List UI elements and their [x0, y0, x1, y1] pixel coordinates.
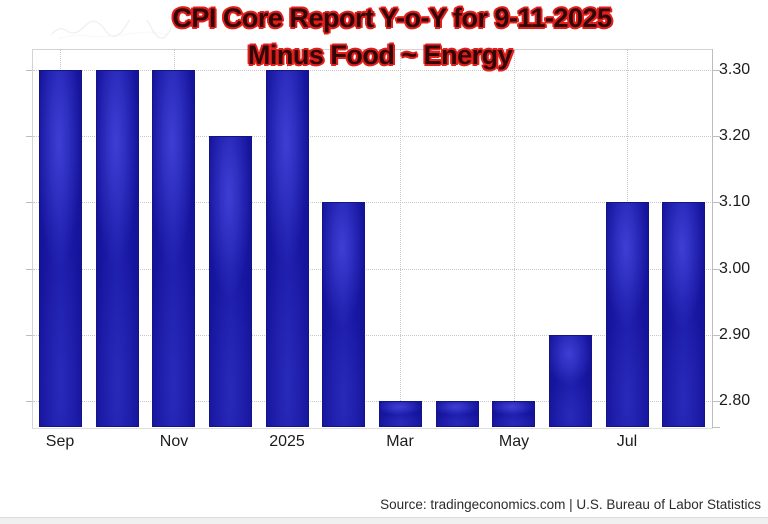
- x-axis-label: 2025: [269, 433, 305, 450]
- y-axis-tick-left: [26, 269, 32, 270]
- h-gridline: [33, 269, 711, 270]
- plot-area: [32, 49, 713, 429]
- h-gridline: [33, 70, 711, 71]
- y-axis-label: 3.10: [719, 193, 751, 210]
- y-axis-tick-right: [712, 401, 720, 402]
- bar: [549, 335, 592, 427]
- y-axis-line: [712, 49, 713, 428]
- y-axis-label: 3.20: [719, 127, 751, 144]
- y-axis-tick-left: [26, 401, 32, 402]
- bar: [322, 202, 365, 427]
- x-axis-label: Mar: [386, 433, 414, 450]
- y-axis-label: 2.80: [719, 392, 751, 409]
- y-axis-label: 3.30: [719, 61, 751, 78]
- y-axis-tick-left: [26, 335, 32, 336]
- y-axis-tick-left: [26, 136, 32, 137]
- v-gridline: [400, 49, 401, 427]
- bar: [662, 202, 705, 427]
- y-axis-tick-right: [712, 70, 720, 71]
- y-axis-tick-left: [26, 70, 32, 71]
- watermark-squiggle: [50, 20, 174, 40]
- x-axis-label: Sep: [45, 433, 75, 450]
- y-axis-tick-left: [26, 202, 32, 203]
- source-attribution: Source: tradingeconomics.com | U.S. Bure…: [380, 497, 761, 512]
- h-gridline: [33, 401, 711, 402]
- x-axis-label: May: [498, 433, 530, 450]
- x-axis-label: Nov: [159, 433, 189, 450]
- y-axis-tick-right: [712, 136, 720, 137]
- chart-title: CPI Core Report Y-o-Y for 9-11-2025: [172, 3, 612, 33]
- bar: [96, 70, 139, 427]
- bar: [606, 202, 649, 427]
- y-axis-label: 3.00: [719, 260, 751, 277]
- y-axis-tick-right: [712, 269, 720, 270]
- y-axis-tick-right: [712, 335, 720, 336]
- v-gridline: [514, 49, 515, 427]
- bar: [266, 70, 309, 427]
- bar: [39, 70, 82, 427]
- h-gridline: [33, 136, 711, 137]
- footer-strip: [0, 517, 768, 524]
- h-gridline: [33, 335, 711, 336]
- bar: [436, 401, 479, 427]
- chart-subtitle: Minus Food ~ Energy: [247, 40, 513, 70]
- x-axis-label: Jul: [616, 433, 638, 450]
- h-gridline: [33, 202, 711, 203]
- bar: [379, 401, 422, 427]
- y-axis-tick-right: [712, 202, 720, 203]
- y-axis-tick-right: [712, 427, 720, 428]
- bar: [152, 70, 195, 427]
- bar: [209, 136, 252, 427]
- y-axis-label: 2.90: [719, 326, 751, 343]
- bar: [492, 401, 535, 427]
